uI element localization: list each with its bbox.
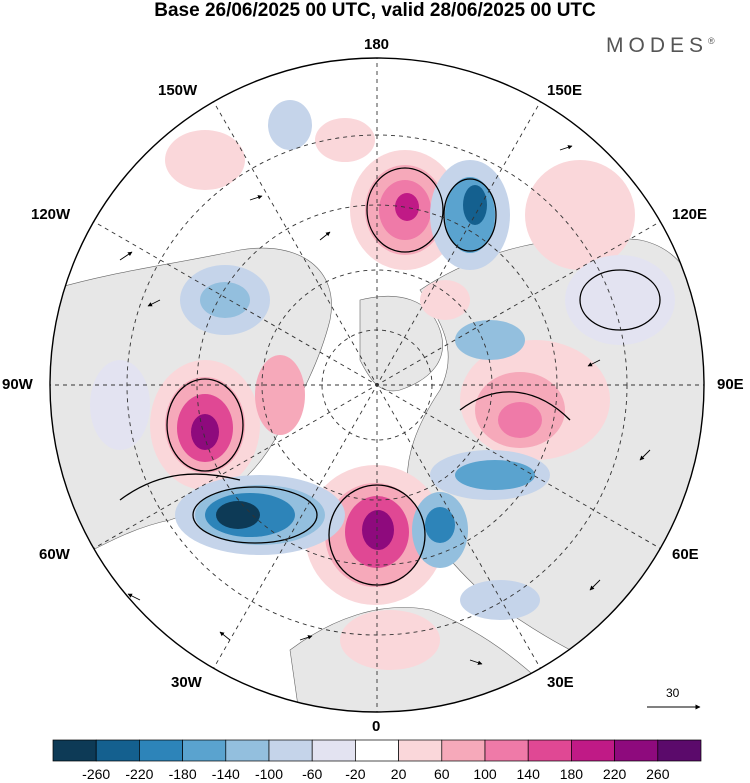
colorbar-tick-label: 220 (602, 766, 627, 782)
lon-label-60e: 60E (672, 546, 699, 563)
colorbar (52, 739, 702, 762)
lon-label-0: 0 (372, 718, 381, 735)
colorbar-tick-label: 100 (473, 766, 497, 782)
lon-label-120w: 120W (31, 206, 71, 223)
brand-logo: MODES® (606, 34, 715, 57)
colorbar-tick-label: 140 (516, 766, 540, 782)
lon-label-90e: 90E (717, 376, 744, 393)
colorbar-swatch (95, 739, 140, 762)
colorbar-swatch (484, 739, 529, 762)
colorbar-tick-label: -60 (302, 766, 323, 782)
colorbar-tick-label: 60 (434, 766, 450, 782)
colorbar-tick-label: -180 (168, 766, 197, 782)
colorbar-swatch (571, 739, 615, 762)
lon-label-150e: 150E (547, 82, 583, 99)
lon-label-180: 180 (364, 36, 390, 53)
map-boundary (49, 57, 705, 713)
lon-label-90w: 90W (2, 376, 33, 393)
colorbar-tick-label: -140 (211, 766, 240, 782)
lon-label-150w: 150W (158, 82, 198, 99)
colorbar-swatch (355, 739, 399, 762)
colorbar-swatch (182, 739, 227, 762)
colorbar-swatch (311, 739, 356, 762)
colorbar-tick-label: -220 (125, 766, 154, 782)
colorbar-swatch (657, 739, 702, 762)
wind-vectors (119, 145, 651, 665)
lon-label-120e: 120E (672, 206, 708, 223)
graticule (50, 58, 704, 712)
colorbar-swatch (52, 739, 97, 762)
colorbar-swatch (441, 739, 486, 762)
colorbar-swatch (139, 739, 183, 762)
colorbar-swatch (398, 739, 443, 762)
colorbar-swatch (225, 739, 270, 762)
lon-label-30e: 30E (547, 674, 574, 691)
map-field (50, 58, 704, 712)
colorbar-swatch (527, 739, 572, 762)
colorbar-swatch (268, 739, 313, 762)
colorbar-tick-label: 20 (390, 766, 407, 782)
colorbar-tick-label: 260 (646, 766, 670, 782)
reference-vector-label: 30 (666, 686, 680, 700)
colorbar-tick-label: -20 (345, 766, 366, 782)
contour-lines (119, 167, 661, 586)
map-title: Base 26/06/2025 00 UTC, valid 28/06/2025… (154, 0, 596, 21)
lon-label-30w: 30W (171, 674, 202, 691)
colorbar-tick-label: -100 (254, 766, 284, 782)
colorbar-tick-label: 180 (559, 766, 584, 782)
colorbar-tick-label: -260 (82, 766, 111, 782)
colorbar-swatch (614, 739, 659, 762)
lon-label-60w: 60W (39, 546, 70, 563)
